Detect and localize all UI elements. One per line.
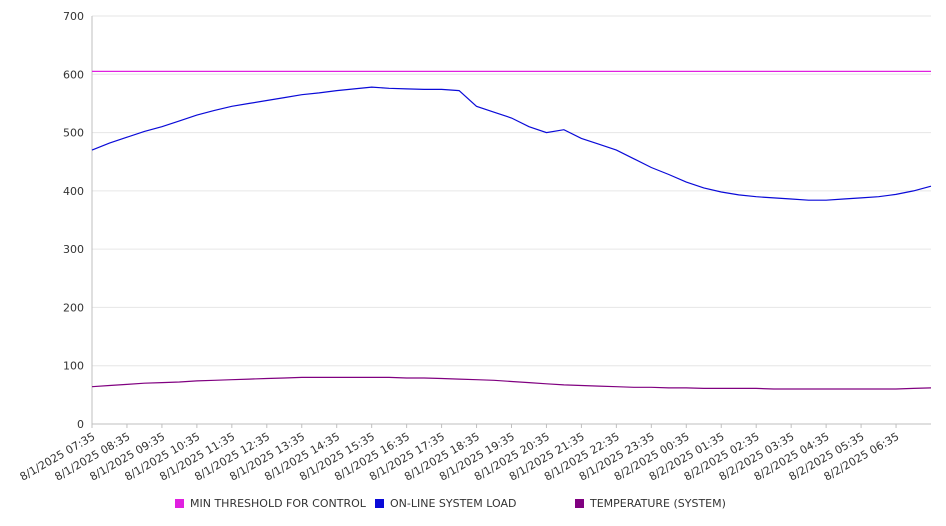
legend-item-system-load[interactable]: ON-LINE SYSTEM LOAD <box>375 497 516 510</box>
y-tick-label: 700 <box>63 10 84 23</box>
y-tick-label: 0 <box>77 418 84 431</box>
x-axis-ticks: 8/1/2025 07:358/1/2025 08:358/1/2025 09:… <box>18 424 901 484</box>
y-tick-label: 300 <box>63 243 84 256</box>
y-axis-ticks: 0 100 200 300 400 500 600 700 <box>63 10 84 431</box>
legend-swatch-temperature <box>575 499 584 508</box>
legend-label-system-load: ON-LINE SYSTEM LOAD <box>390 497 517 510</box>
legend: MIN THRESHOLD FOR CONTROL ON-LINE SYSTEM… <box>0 497 946 515</box>
series-line-2 <box>91 376 932 390</box>
y-tick-label: 600 <box>63 68 84 81</box>
gridlines <box>92 15 931 367</box>
legend-label-min-threshold: MIN THRESHOLD FOR CONTROL <box>190 497 366 510</box>
y-tick-label: 400 <box>63 185 84 198</box>
y-tick-label: 100 <box>63 360 84 373</box>
y-tick-label: 500 <box>63 127 84 140</box>
legend-swatch-min-threshold <box>175 499 184 508</box>
series-lines <box>91 70 932 390</box>
axes <box>91 16 931 425</box>
legend-item-min-threshold[interactable]: MIN THRESHOLD FOR CONTROL <box>175 497 366 510</box>
legend-item-temperature[interactable]: TEMPERATURE (SYSTEM) <box>575 497 726 510</box>
legend-swatch-system-load <box>375 499 384 508</box>
legend-label-temperature: TEMPERATURE (SYSTEM) <box>590 497 726 510</box>
series-line-1 <box>91 86 932 201</box>
y-tick-label: 200 <box>63 301 84 314</box>
